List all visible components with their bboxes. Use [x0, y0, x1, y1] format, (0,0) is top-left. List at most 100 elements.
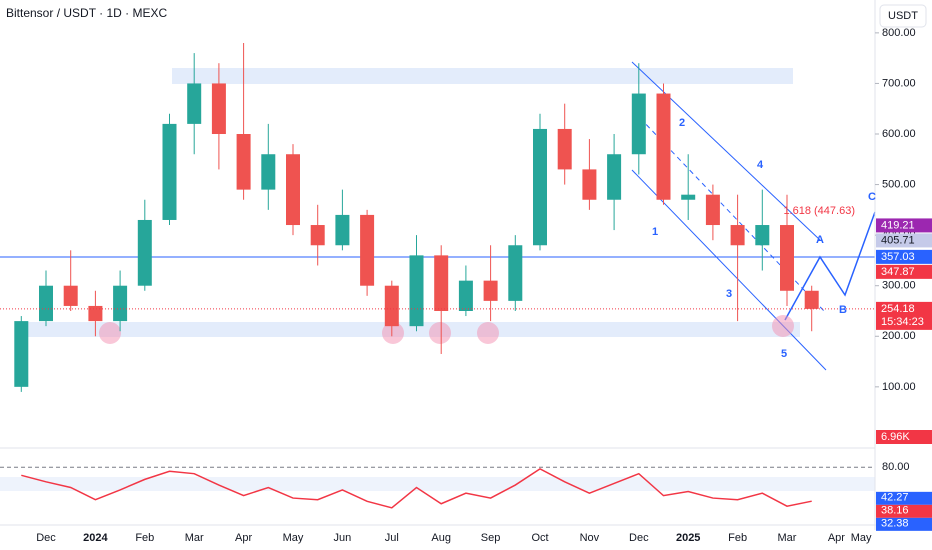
candle-body [730, 225, 745, 246]
countdown-label: 15:34:23 [881, 316, 924, 328]
candle-body [88, 305, 103, 322]
wave-projection [784, 211, 876, 321]
y-tick-label: 200.00 [882, 330, 916, 342]
y-tick-label: 600.00 [882, 128, 916, 140]
x-tick-label: Dec [629, 532, 649, 544]
price-badge [876, 218, 932, 233]
volume-badge [876, 430, 932, 444]
rsi-badge [876, 491, 932, 505]
volume-badge-label: 6.96K [881, 431, 910, 443]
candle-body [261, 154, 276, 190]
fib-label: 1.618 (447.63) [783, 205, 855, 217]
x-tick-label: May [851, 532, 872, 544]
x-tick-label: Sep [481, 532, 501, 544]
symbol-title: Bittensor / USDT · 1D · MEXC [6, 6, 167, 20]
candle-body [286, 154, 300, 226]
candle-body [310, 225, 325, 246]
channel-lower [631, 169, 827, 371]
price-badge [876, 249, 932, 264]
candle-body [187, 83, 202, 124]
x-tick-label: Mar [778, 532, 797, 544]
y-tick-label: 700.00 [882, 77, 916, 89]
rsi-badge-label: 32.38 [881, 518, 909, 530]
candle-body [458, 280, 473, 311]
candle-body [335, 214, 350, 246]
wave-label: 3 [726, 288, 732, 300]
candle-body [582, 169, 597, 200]
x-tick-label: Feb [728, 532, 747, 544]
price-badge-label: 405.71 [881, 234, 915, 246]
y-tick-label: 300.00 [882, 280, 916, 292]
wave-label: C [868, 191, 876, 203]
candle-body [533, 128, 547, 246]
x-tick-label: 2024 [83, 532, 108, 544]
candle-body [409, 255, 424, 327]
price-badge-label: 347.87 [881, 266, 915, 278]
wave-label: 4 [757, 159, 764, 171]
last-price-label: 254.18 [881, 303, 915, 315]
marker [772, 315, 794, 337]
marker [99, 322, 121, 344]
candle-body [14, 321, 29, 387]
x-tick-label: Apr [235, 532, 252, 544]
wave-label: B [839, 304, 847, 316]
rsi-badge [876, 517, 932, 531]
price-badge [876, 264, 932, 279]
rsi-badge-label: 42.27 [881, 492, 909, 504]
price-badge-label: 357.03 [881, 251, 915, 263]
rsi-band [0, 477, 875, 491]
x-tick-label: Feb [135, 532, 154, 544]
support-zone [20, 322, 800, 337]
wave-label: 2 [679, 117, 685, 129]
x-tick-label: Jun [334, 532, 352, 544]
price-badge-label: 419.21 [881, 219, 915, 231]
candle-body [384, 285, 399, 327]
marker [477, 322, 499, 344]
candle-body [804, 290, 819, 309]
resistance-zone [172, 68, 793, 84]
candle-body [780, 225, 794, 291]
marker [382, 322, 404, 344]
rsi-line [21, 467, 812, 509]
x-tick-label: Nov [580, 532, 600, 544]
x-tick-label: May [283, 532, 304, 544]
price-badge [876, 233, 932, 248]
candle-body [434, 255, 449, 311]
x-tick-label: Dec [36, 532, 56, 544]
candle-body [211, 83, 226, 135]
x-tick-label: Mar [185, 532, 204, 544]
candle-body [137, 219, 152, 286]
candle-body [162, 123, 177, 220]
candle-body [656, 93, 671, 200]
currency-button[interactable] [879, 4, 927, 28]
candle-body [236, 134, 251, 190]
x-tick-label: Apr [828, 532, 845, 544]
x-tick-label: 2025 [676, 532, 700, 544]
y-tick-label: 800.00 [882, 27, 916, 39]
wave-label: A [816, 234, 824, 246]
rsi-badge [876, 504, 932, 518]
candle-body [755, 225, 770, 246]
y-tick-label: 500.00 [882, 178, 916, 190]
candle-body [607, 154, 622, 200]
currency-label[interactable]: USDT [888, 10, 918, 22]
candle-body [631, 93, 646, 155]
rsi-tick-label: 80.00 [882, 461, 910, 473]
candle-body [113, 285, 128, 322]
candle-body [360, 214, 375, 286]
x-tick-label: Jul [385, 532, 399, 544]
rsi-badge-label: 38.16 [881, 505, 909, 517]
bottom-markers [99, 315, 794, 344]
candle-body [508, 245, 523, 301]
candle-body [705, 194, 720, 226]
candle-body [63, 285, 78, 306]
marker [429, 322, 451, 344]
last-price-badge [876, 301, 932, 330]
candle-body [681, 194, 696, 200]
wave-label: 1 [652, 226, 658, 238]
y-tick-label: 100.00 [882, 381, 916, 393]
candle-body [39, 285, 53, 322]
x-tick-label: Oct [531, 532, 548, 544]
x-tick-label: Aug [431, 532, 451, 544]
